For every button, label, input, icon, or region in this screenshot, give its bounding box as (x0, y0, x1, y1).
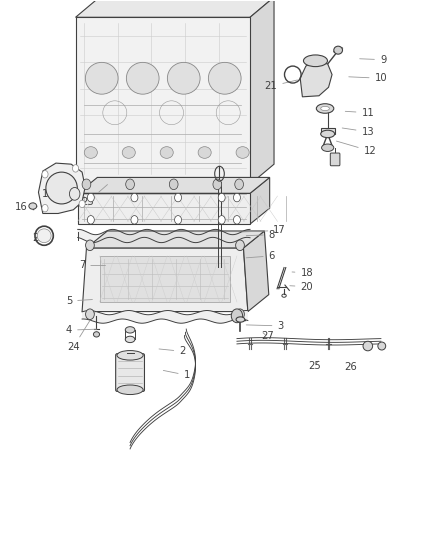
Circle shape (69, 188, 80, 200)
Polygon shape (82, 248, 247, 312)
Circle shape (79, 200, 85, 208)
Text: 11: 11 (345, 108, 373, 118)
Circle shape (234, 179, 243, 190)
Polygon shape (75, 17, 250, 184)
Circle shape (212, 179, 221, 190)
Text: 2: 2 (159, 346, 185, 357)
Circle shape (218, 216, 225, 224)
Ellipse shape (362, 341, 372, 351)
Ellipse shape (316, 104, 333, 114)
Circle shape (131, 216, 138, 224)
Ellipse shape (198, 147, 211, 158)
Ellipse shape (377, 342, 385, 350)
Circle shape (233, 193, 240, 202)
Circle shape (235, 240, 244, 251)
Text: 13: 13 (342, 127, 373, 137)
Circle shape (174, 193, 181, 202)
Circle shape (218, 193, 225, 202)
Text: 22: 22 (32, 233, 48, 243)
Text: 23: 23 (81, 184, 107, 207)
Circle shape (85, 240, 94, 251)
Ellipse shape (126, 62, 159, 94)
Circle shape (169, 179, 178, 190)
Text: 10: 10 (348, 73, 386, 83)
Text: 1: 1 (163, 370, 190, 380)
Circle shape (125, 179, 134, 190)
Ellipse shape (236, 147, 249, 158)
Text: 27: 27 (261, 332, 273, 342)
Text: 20: 20 (289, 281, 312, 292)
Polygon shape (39, 163, 85, 214)
Ellipse shape (320, 107, 328, 111)
Ellipse shape (125, 327, 134, 333)
FancyBboxPatch shape (329, 153, 339, 166)
Text: 17: 17 (241, 225, 286, 236)
Polygon shape (243, 231, 268, 312)
Ellipse shape (117, 351, 143, 360)
Text: 21: 21 (264, 80, 297, 91)
Circle shape (85, 309, 94, 319)
Ellipse shape (125, 336, 134, 343)
Polygon shape (82, 311, 247, 323)
Ellipse shape (93, 332, 99, 337)
Ellipse shape (320, 130, 334, 138)
Text: 4: 4 (66, 325, 96, 335)
Ellipse shape (160, 147, 173, 158)
Ellipse shape (117, 385, 143, 394)
Circle shape (87, 193, 94, 202)
Ellipse shape (84, 147, 97, 158)
Polygon shape (300, 61, 331, 97)
Text: 8: 8 (246, 230, 274, 240)
Ellipse shape (29, 203, 37, 209)
FancyBboxPatch shape (116, 354, 144, 391)
Text: 12: 12 (336, 141, 375, 156)
Text: 3: 3 (246, 321, 283, 331)
Ellipse shape (321, 144, 333, 151)
Text: 7: 7 (79, 261, 105, 270)
Polygon shape (78, 177, 269, 193)
Circle shape (42, 205, 48, 212)
Ellipse shape (85, 62, 118, 94)
Circle shape (82, 179, 91, 190)
Ellipse shape (303, 55, 327, 67)
Text: 24: 24 (67, 312, 95, 352)
Circle shape (231, 309, 242, 322)
Circle shape (233, 216, 240, 224)
Text: 25: 25 (307, 361, 320, 371)
Circle shape (235, 309, 244, 319)
Ellipse shape (122, 147, 135, 158)
Text: 9: 9 (359, 55, 385, 64)
Text: 16: 16 (14, 202, 34, 212)
Circle shape (42, 171, 48, 178)
Ellipse shape (167, 62, 200, 94)
Polygon shape (320, 127, 334, 134)
Ellipse shape (46, 172, 77, 204)
Circle shape (174, 216, 181, 224)
Ellipse shape (208, 62, 240, 94)
Text: 5: 5 (66, 296, 92, 306)
Text: 18: 18 (291, 268, 312, 278)
Polygon shape (75, 0, 273, 17)
Polygon shape (99, 256, 230, 302)
Circle shape (131, 193, 138, 202)
Text: 26: 26 (343, 362, 356, 372)
Text: 6: 6 (246, 251, 275, 261)
Circle shape (87, 216, 94, 224)
Ellipse shape (37, 229, 51, 243)
Text: 15: 15 (42, 189, 69, 199)
Circle shape (72, 165, 78, 172)
Polygon shape (86, 231, 264, 248)
Polygon shape (78, 229, 250, 243)
Polygon shape (250, 0, 273, 184)
Ellipse shape (236, 317, 244, 322)
Polygon shape (78, 193, 250, 224)
Polygon shape (250, 177, 269, 224)
Ellipse shape (333, 46, 342, 54)
